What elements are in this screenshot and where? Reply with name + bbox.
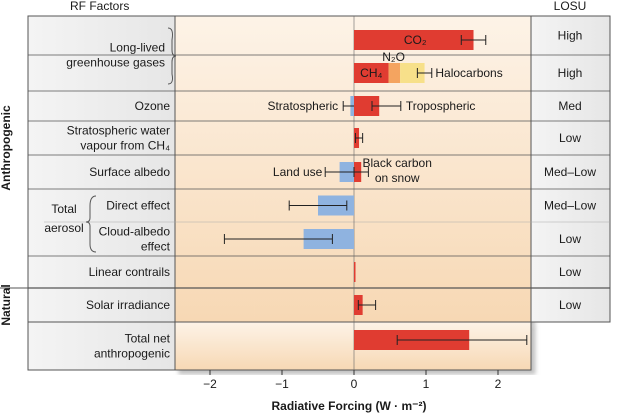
losu-label: Med xyxy=(558,99,581,113)
tropospheric-label: Tropospheric xyxy=(406,99,476,113)
factor-label: Surface albedo xyxy=(89,165,170,179)
rf-factors-header: RF Factors xyxy=(70,0,129,13)
bar xyxy=(354,30,474,50)
ghg-brace xyxy=(167,27,177,85)
losu-label: Low xyxy=(559,265,581,279)
losu-header: LOSU xyxy=(554,0,587,13)
losu-panel xyxy=(530,15,611,323)
co2-label: CO₂ xyxy=(404,33,427,47)
losu-label: Low xyxy=(559,232,581,246)
x-axis-label: Radiative Forcing (W · m⁻²) xyxy=(271,399,426,413)
black-carbon-label: Black carbon xyxy=(363,156,432,170)
bar xyxy=(354,63,389,83)
losu-label: Low xyxy=(559,298,581,312)
aerosol-brace xyxy=(85,195,97,253)
bar xyxy=(400,63,425,83)
losu-label: Med–Low xyxy=(544,199,596,213)
factor-label: Cloud-albedo xyxy=(99,225,171,239)
x-tick-label: −1 xyxy=(275,377,289,391)
bar xyxy=(388,63,401,83)
black-carbon-label: on snow xyxy=(375,171,420,185)
land-use-label: Land use xyxy=(273,165,323,179)
factor-label: Linear contrails xyxy=(89,265,170,279)
aerosol-label: aerosol xyxy=(44,221,83,235)
factor-label-panel xyxy=(27,15,176,323)
factor-label: greenhouse gases xyxy=(66,56,165,70)
group-label-anthropogenic: Anthropogenic xyxy=(0,105,13,191)
losu-label: High xyxy=(558,66,583,80)
losu-label: High xyxy=(558,29,583,43)
n2o-label: N₂O xyxy=(382,50,405,64)
halocarbons-label: Halocarbons xyxy=(435,66,502,80)
aerosol-label: Total xyxy=(51,202,76,216)
x-tick-label: 2 xyxy=(495,377,502,391)
total-label-panel xyxy=(27,321,176,371)
bar xyxy=(354,96,380,116)
x-tick-label: −2 xyxy=(203,377,217,391)
factor-label: anthropogenic xyxy=(94,347,170,361)
factor-label: Stratospheric water xyxy=(67,124,170,138)
factor-label: Solar irradiance xyxy=(86,298,170,312)
factor-label: Direct effect xyxy=(106,199,170,213)
factor-label: Ozone xyxy=(135,99,171,113)
losu-label: Low xyxy=(559,131,581,145)
factor-label: effect xyxy=(141,240,171,254)
stratospheric-label: Stratospheric xyxy=(267,99,338,113)
x-tick-label: 1 xyxy=(423,377,430,391)
losu-label: Med–Low xyxy=(544,165,596,179)
x-tick-label: 0 xyxy=(351,377,358,391)
factor-label: vapour from CH₄ xyxy=(80,139,170,153)
group-label-natural: Natural xyxy=(0,284,13,325)
plot-frame xyxy=(174,15,532,323)
bar xyxy=(354,262,356,282)
total-plot-background xyxy=(174,321,532,371)
factor-label: Total net xyxy=(125,332,171,346)
factor-label: Long-lived xyxy=(110,41,165,55)
ch4-label: CH₄ xyxy=(360,66,382,80)
